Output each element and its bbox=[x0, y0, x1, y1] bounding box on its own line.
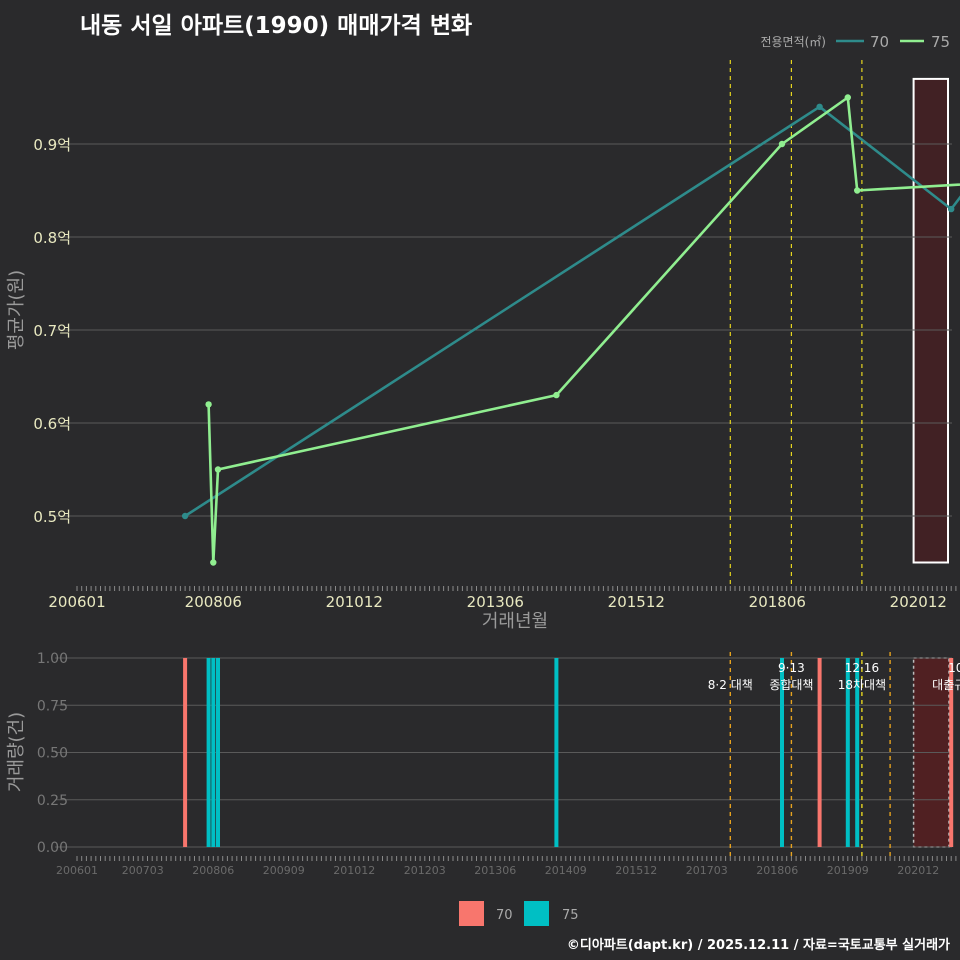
volume-bar-75 bbox=[216, 658, 220, 847]
source-caption: ©디아파트(dapt.kr) / 2025.12.11 / 자료=국토교통부 실… bbox=[566, 938, 950, 953]
x-tick-label: 201703 bbox=[686, 864, 728, 877]
y-axis-label: 평균가(원) bbox=[6, 270, 27, 350]
volume-bar-70 bbox=[817, 658, 822, 847]
data-point-70 bbox=[948, 205, 955, 213]
x-tick-label: 201012 bbox=[333, 864, 375, 877]
x-tick-label: 200601 bbox=[48, 593, 105, 611]
volume-bar-70 bbox=[183, 658, 188, 847]
data-point-75 bbox=[854, 187, 861, 194]
x-tick-label: 201306 bbox=[467, 593, 524, 611]
series-line-70 bbox=[184, 105, 960, 518]
data-point-75 bbox=[553, 391, 560, 399]
data-point-75 bbox=[214, 466, 222, 473]
y-tick-label: 0.8억 bbox=[33, 229, 71, 247]
policy-label: 12·16 bbox=[845, 661, 879, 675]
policy-label: 대출규제강화 bbox=[932, 678, 960, 692]
x-tick-label: 201806 bbox=[749, 593, 806, 611]
volume-bar-75 bbox=[855, 658, 860, 847]
x-tick-label: 201806 bbox=[756, 864, 798, 877]
legend-swatch-75 bbox=[524, 901, 549, 926]
x-tick-label: 201909 bbox=[827, 864, 869, 877]
data-point-75 bbox=[205, 401, 212, 408]
volume-bar-75 bbox=[780, 658, 784, 847]
volume-panel: 0.00 0.25 0.50 0.75 1.00 8·2 대책 9·13 종합대책 12·16 1… bbox=[6, 651, 960, 926]
legend-label-75: 75 bbox=[931, 33, 950, 51]
x-tick-label: 201512 bbox=[608, 593, 665, 611]
data-point-75 bbox=[778, 140, 786, 148]
volume-bar-75 bbox=[206, 658, 211, 847]
x-tick-label: 200601 bbox=[56, 864, 98, 877]
x-tick-label: 200806 bbox=[192, 864, 234, 877]
policy-label: 8·2 대책 bbox=[708, 677, 753, 692]
legend-label-75: 75 bbox=[562, 908, 579, 923]
chart-title: 내동 서일 아파트(1990) 매매가격 변화 bbox=[80, 13, 473, 39]
x-tick-label: 201306 bbox=[474, 864, 516, 877]
x-tick-label: 202012 bbox=[890, 593, 947, 611]
data-point-70 bbox=[181, 512, 189, 520]
x-tick-label: 201012 bbox=[326, 593, 383, 611]
y-tick-label: 0.25 bbox=[37, 793, 68, 809]
x-tick-label: 200806 bbox=[185, 593, 242, 611]
data-point-70 bbox=[816, 103, 823, 111]
volume-bar-70 bbox=[949, 658, 954, 847]
x-tick-label: 201409 bbox=[545, 864, 587, 877]
policy-label: 9·13 bbox=[778, 661, 805, 675]
x-tick-label: 201512 bbox=[615, 864, 657, 877]
volume-bar-75 bbox=[211, 658, 216, 847]
y-tick-label: 0.50 bbox=[37, 746, 68, 762]
policy-label: 종합대책 bbox=[769, 677, 813, 692]
x-tick-label: 202012 bbox=[897, 864, 939, 877]
price-panel: 0.5억 0.6억 0.7억 0.8억 0.9억 200601 200806 201012 20… bbox=[6, 33, 960, 632]
y-axis-label: 거래량(건) bbox=[6, 712, 27, 792]
highlight-region bbox=[912, 77, 949, 564]
legend-title: 전용면적(㎡) bbox=[760, 35, 826, 49]
y-tick-label: 0.6억 bbox=[33, 415, 71, 433]
volume-bar-75 bbox=[845, 658, 850, 847]
legend: 전용면적(㎡) 70 75 bbox=[760, 33, 950, 51]
legend-label-70: 70 bbox=[870, 33, 889, 51]
x-tick-label: 201203 bbox=[404, 864, 446, 877]
x-tick-label: 200909 bbox=[263, 864, 305, 877]
data-point-75 bbox=[210, 559, 217, 566]
policy-label: 10·26 bbox=[948, 661, 960, 675]
legend-label-70: 70 bbox=[496, 908, 513, 923]
x-tick-label: 200703 bbox=[122, 864, 164, 877]
x-axis-label: 거래년월 bbox=[482, 611, 548, 632]
data-point-75 bbox=[844, 94, 851, 101]
y-tick-label: 0.7억 bbox=[33, 322, 71, 340]
y-tick-label: 0.00 bbox=[37, 840, 68, 856]
policy-label: 18차대책 bbox=[838, 677, 886, 692]
legend: 70 75 bbox=[459, 901, 579, 926]
y-tick-label: 0.75 bbox=[37, 698, 68, 714]
y-tick-label: 0.9억 bbox=[33, 136, 71, 154]
y-tick-label: 1.00 bbox=[37, 651, 68, 667]
y-tick-label: 0.5억 bbox=[33, 508, 71, 526]
legend-swatch-70 bbox=[459, 901, 484, 926]
volume-bar-75 bbox=[554, 658, 559, 847]
